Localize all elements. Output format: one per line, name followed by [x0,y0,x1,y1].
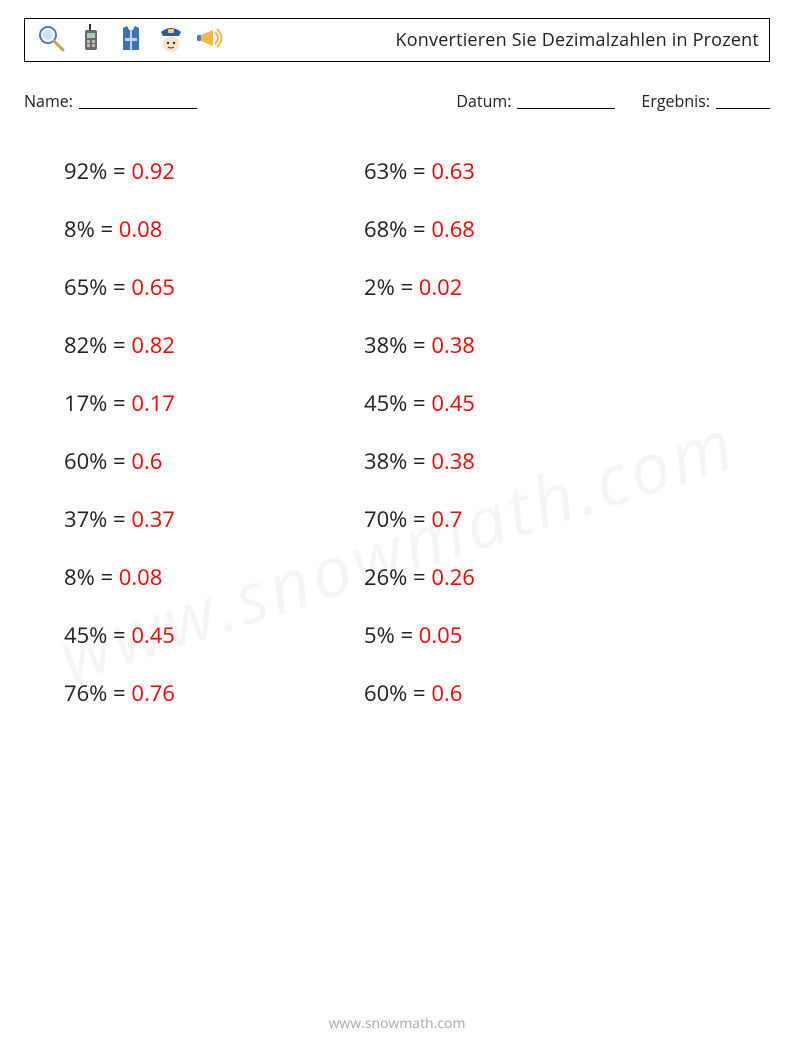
problems-column-left: 92% = 0.928% = 0.0865% = 0.6582% = 0.821… [64,142,364,722]
problem-row: 92% = 0.92 [64,142,364,200]
problem-row: 76% = 0.76 [64,664,364,722]
problem-question: 37% = [64,504,131,534]
police-icon [155,22,187,59]
worksheet-page: Konvertieren Sie Dezimalzahlen in Prozen… [0,0,794,1053]
problem-question: 45% = [364,388,431,418]
problem-row: 45% = 0.45 [64,606,364,664]
problem-row: 2% = 0.02 [364,258,664,316]
problem-row: 70% = 0.7 [364,490,664,548]
problems-column-right: 63% = 0.6368% = 0.682% = 0.0238% = 0.384… [364,142,664,722]
problem-row: 8% = 0.08 [64,200,364,258]
problem-answer: 0.82 [131,330,175,360]
problem-question: 92% = [64,156,131,186]
problem-question: 82% = [64,330,131,360]
problem-row: 38% = 0.38 [364,316,664,374]
header-box: Konvertieren Sie Dezimalzahlen in Prozen… [24,18,770,62]
problem-row: 82% = 0.82 [64,316,364,374]
date-label: Datum: [456,90,511,112]
problem-question: 2% = [364,272,419,302]
problem-question: 17% = [64,388,131,418]
problem-question: 68% = [364,214,431,244]
result-blank[interactable] [716,94,770,109]
result-label: Ergebnis: [641,90,710,112]
date-blank[interactable] [517,94,615,109]
problem-question: 8% = [64,562,119,592]
problem-answer: 0.08 [119,562,163,592]
problem-answer: 0.26 [431,562,475,592]
problem-answer: 0.7 [431,504,462,534]
magnifier-icon [35,22,67,59]
meta-row: Name: Datum: Ergebnis: [24,90,770,112]
problem-question: 8% = [64,214,119,244]
icon-row [35,19,227,61]
problem-answer: 0.92 [131,156,175,186]
problem-row: 17% = 0.17 [64,374,364,432]
name-field: Name: [24,90,197,112]
problem-row: 8% = 0.08 [64,548,364,606]
name-blank[interactable] [79,94,197,109]
problem-question: 38% = [364,446,431,476]
problem-question: 60% = [64,446,131,476]
problem-row: 26% = 0.26 [364,548,664,606]
footer-url: www.snowmath.com [0,1014,794,1033]
problem-answer: 0.37 [131,504,175,534]
problem-question: 70% = [364,504,431,534]
problem-question: 26% = [364,562,431,592]
radio-icon [75,22,107,59]
problem-answer: 0.6 [131,446,162,476]
problem-row: 5% = 0.05 [364,606,664,664]
problem-answer: 0.76 [131,678,175,708]
problem-answer: 0.02 [419,272,463,302]
problem-answer: 0.17 [131,388,175,418]
problem-question: 76% = [64,678,131,708]
problem-answer: 0.08 [119,214,163,244]
problem-row: 38% = 0.38 [364,432,664,490]
problem-row: 65% = 0.65 [64,258,364,316]
problem-answer: 0.63 [431,156,475,186]
problem-row: 68% = 0.68 [364,200,664,258]
problem-question: 45% = [64,620,131,650]
worksheet-title: Konvertieren Sie Dezimalzahlen in Prozen… [396,28,759,52]
problem-answer: 0.45 [431,388,475,418]
problem-question: 38% = [364,330,431,360]
megaphone-icon [195,22,227,59]
problem-question: 63% = [364,156,431,186]
problem-answer: 0.38 [431,330,475,360]
problem-row: 45% = 0.45 [364,374,664,432]
problem-answer: 0.65 [131,272,175,302]
problem-answer: 0.6 [431,678,462,708]
name-label: Name: [24,90,73,112]
problem-answer: 0.45 [131,620,175,650]
vest-icon [115,22,147,59]
problem-answer: 0.68 [431,214,475,244]
problem-answer: 0.38 [431,446,475,476]
problem-question: 65% = [64,272,131,302]
problem-row: 60% = 0.6 [364,664,664,722]
problem-row: 60% = 0.6 [64,432,364,490]
problem-question: 60% = [364,678,431,708]
problem-answer: 0.05 [419,620,463,650]
problems-area: 92% = 0.928% = 0.0865% = 0.6582% = 0.821… [24,142,770,722]
problem-question: 5% = [364,620,419,650]
problem-row: 63% = 0.63 [364,142,664,200]
problem-row: 37% = 0.37 [64,490,364,548]
